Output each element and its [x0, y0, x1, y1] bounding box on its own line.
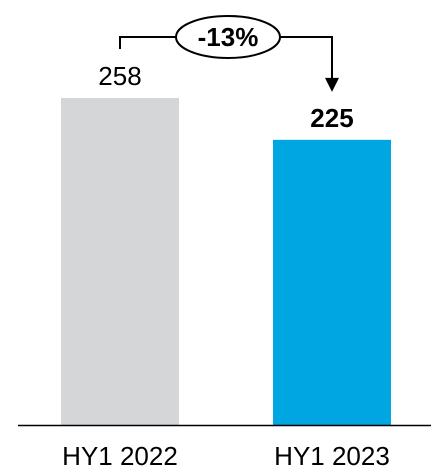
category-label-1: HY1 2022	[62, 441, 178, 470]
value-label-1: 258	[98, 61, 141, 91]
value-label-2: 225	[310, 103, 353, 133]
bar-2	[273, 139, 391, 426]
change-bubble	[175, 15, 281, 59]
change-label: -13%	[198, 22, 259, 52]
bar-1	[61, 98, 179, 425]
change-arrow-head	[325, 77, 339, 92]
category-label-2: HY1 2023	[274, 441, 390, 470]
